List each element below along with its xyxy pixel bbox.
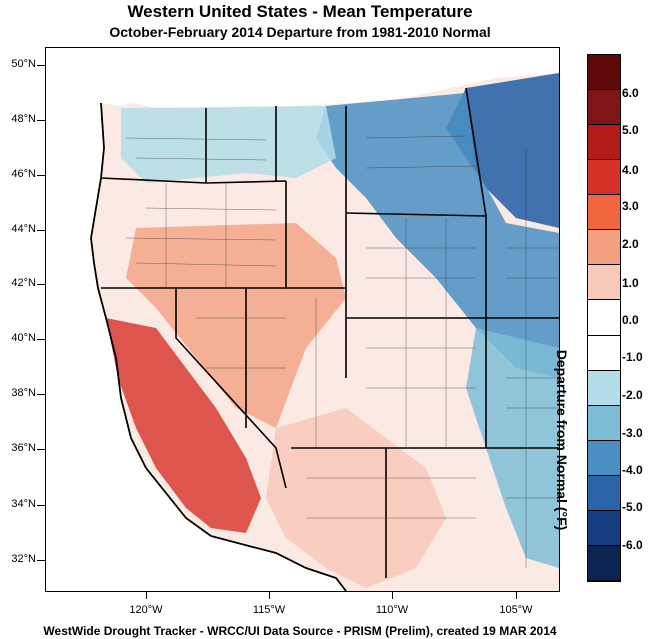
lat-tick: [37, 339, 45, 340]
legend-label: -2.0: [622, 388, 643, 402]
lat-label: 40°N: [11, 332, 36, 344]
county-boundaries: [125, 135, 559, 568]
legend-label: 1.0: [622, 276, 639, 290]
cold-region-northeast: [446, 73, 559, 228]
legend-swatch: [588, 265, 620, 301]
legend-label: 5.0: [622, 123, 639, 137]
legend-swatch: [588, 55, 620, 91]
legend-swatch: [588, 125, 620, 161]
lat-label: 44°N: [11, 223, 36, 235]
legend-swatch: [588, 545, 620, 581]
legend-swatch: [588, 475, 620, 511]
lat-tick: [37, 65, 45, 66]
legend-swatch: [588, 510, 620, 546]
legend-swatch: [588, 370, 620, 406]
state-boundaries: [100, 87, 559, 578]
legend-label: 2.0: [622, 237, 639, 251]
warm-region-california: [106, 318, 261, 533]
lon-label: 110°W: [375, 604, 409, 616]
map-title: Western United States - Mean Temperature: [127, 2, 473, 21]
lat-label: 32°N: [11, 553, 36, 565]
legend-swatch: [588, 300, 620, 336]
lat-label: 34°N: [11, 498, 36, 510]
lon-tick: [146, 591, 147, 599]
lat-label: 48°N: [11, 113, 36, 125]
map-subtitle: October-February 2014 Departure from 198…: [109, 24, 491, 40]
lon-label: 115°W: [252, 604, 286, 616]
lon-label: 120°W: [129, 604, 163, 616]
lat-label: 46°N: [11, 168, 36, 180]
lat-tick: [37, 505, 45, 506]
mexico-border: [210, 535, 347, 591]
legend-swatch: [588, 230, 620, 266]
cold-region-montana: [316, 93, 559, 378]
warm-region-greatbasin: [126, 223, 346, 428]
lon-tick: [269, 591, 270, 599]
legend-label: -4.0: [622, 463, 643, 477]
legend-label: 6.0: [622, 86, 639, 100]
legend-label: -3.0: [622, 426, 643, 440]
color-legend-title: Departure from Normal (°F): [554, 349, 570, 531]
lon-tick: [516, 591, 517, 599]
lat-tick: [37, 175, 45, 176]
cool-region-northwest: [121, 106, 336, 183]
lat-tick: [37, 449, 45, 450]
lat-tick: [37, 284, 45, 285]
lon-label: 105°W: [499, 604, 533, 616]
legend-label: 3.0: [622, 199, 639, 213]
lat-tick: [37, 560, 45, 561]
temperature-map: [90, 73, 559, 591]
lat-label: 50°N: [11, 58, 36, 70]
warm-region-southwest: [266, 408, 446, 588]
legend-label: 4.0: [622, 163, 639, 177]
lat-tick: [37, 120, 45, 121]
lat-label: 42°N: [11, 277, 36, 289]
lat-tick: [37, 230, 45, 231]
color-legend-bar: [587, 54, 621, 582]
coastline: [90, 102, 212, 537]
legend-label: -5.0: [622, 500, 643, 514]
lat-label: 36°N: [11, 442, 36, 454]
lat-label: 38°N: [11, 387, 36, 399]
legend-swatch: [588, 195, 620, 231]
legend-swatch: [588, 90, 620, 126]
map-panel: [45, 47, 560, 592]
legend-label: -6.0: [622, 538, 643, 552]
legend-swatch: [588, 440, 620, 476]
lon-tick: [392, 591, 393, 599]
legend-swatch: [588, 405, 620, 441]
legend-label: -1.0: [622, 350, 643, 364]
legend-swatch: [588, 335, 620, 371]
legend-swatch: [588, 160, 620, 196]
legend-label: 0.0: [622, 313, 639, 327]
footer-credit: WestWide Drought Tracker - WRCC/UI Data …: [43, 624, 557, 638]
lat-tick: [37, 394, 45, 395]
